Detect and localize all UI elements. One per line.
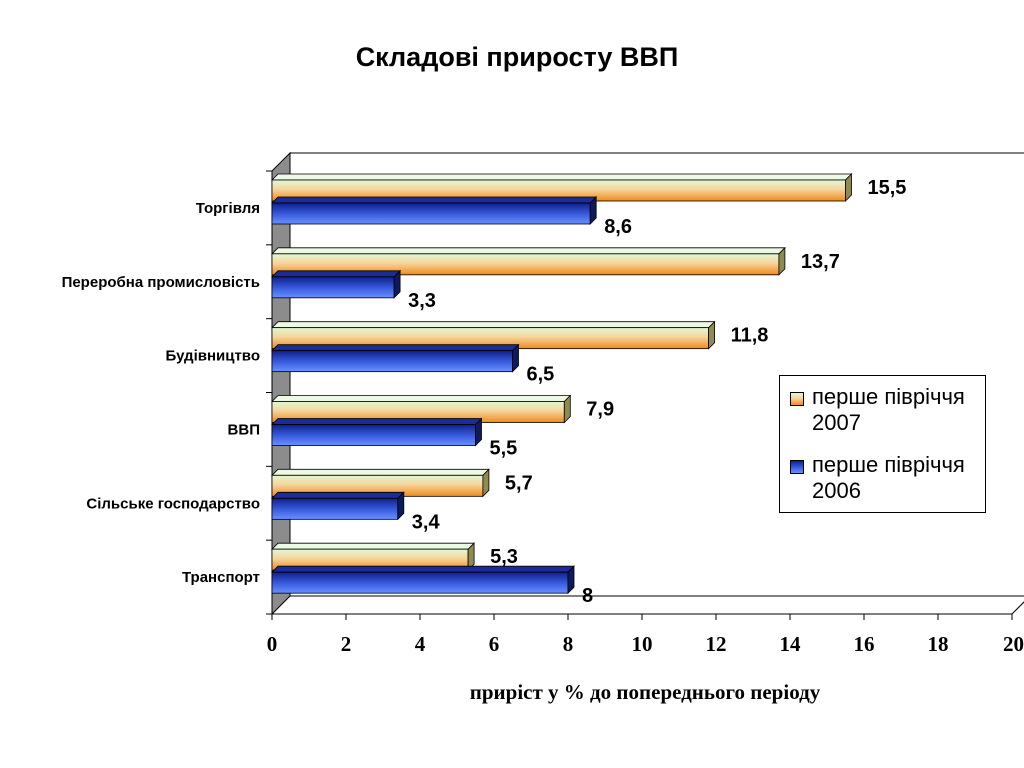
bar-end-s1 — [512, 343, 519, 373]
value-label-s1: 3,3 — [408, 290, 436, 312]
legend-label-2007: перше півріччя 2007 — [812, 384, 965, 435]
bar-s1 — [271, 276, 395, 299]
bar-top-s1 — [271, 270, 402, 278]
x-tick-label: 8 — [563, 632, 574, 656]
bar-top-s1 — [271, 196, 598, 204]
value-label-s1: 8,6 — [604, 216, 632, 238]
bar-s1 — [271, 350, 513, 373]
x-tick-label: 12 — [706, 632, 727, 656]
bar-s1 — [271, 202, 591, 225]
legend-swatch-2006 — [790, 460, 804, 474]
axis-ticks: 0 2 4 6 8 10 12 14 16 18 20 — [266, 170, 1024, 656]
bar-end-s1 — [397, 491, 405, 521]
value-label-s1: 5,5 — [490, 438, 518, 460]
legend-label-2006: перше півріччя 2006 — [812, 452, 965, 503]
bar-top-s0 — [271, 247, 786, 255]
chart-title: Складові приросту ВВП — [355, 42, 679, 72]
value-label-s0: 13,7 — [801, 251, 840, 273]
bar-s1 — [271, 497, 399, 520]
category-label: Переробна промисловість — [62, 274, 260, 291]
x-tick-label: 16 — [854, 632, 875, 656]
x-tick-label: 0 — [267, 632, 278, 656]
x-tick-label: 4 — [415, 632, 426, 656]
bar-end-s0 — [482, 468, 490, 498]
value-label-s0: 5,7 — [505, 472, 533, 494]
value-label-s0: 5,3 — [490, 546, 518, 568]
category-label: Будівництво — [166, 348, 261, 365]
bar-end-s1 — [475, 417, 482, 447]
legend-item-2006: перше півріччя 2006 — [790, 452, 982, 504]
bar-s1 — [271, 571, 569, 594]
bar-top-s0 — [271, 542, 476, 550]
bar-top-s1 — [271, 418, 483, 425]
bar-top-s0 — [271, 395, 572, 402]
category-label: Транспорт — [182, 569, 260, 586]
legend: перше півріччя 2007 перше півріччя 2006 — [779, 375, 986, 513]
bar-top-s0 — [271, 321, 716, 329]
x-tick-label: 2 — [341, 632, 352, 656]
bar-top-s1 — [271, 491, 405, 499]
value-label-s1: 3,4 — [412, 511, 441, 533]
bar-end-s0 — [467, 542, 475, 572]
bar-end-s0 — [845, 173, 852, 202]
x-tick-label: 20 — [1003, 632, 1024, 656]
legend-item-2007: перше півріччя 2007 — [790, 384, 982, 436]
category-label: Сільське господарство — [86, 495, 260, 512]
bars — [271, 173, 853, 595]
bar-top-s0 — [271, 173, 853, 181]
value-label-s1: 8 — [582, 585, 593, 607]
labels: Торгівля Переробна промисловість Будівницт… — [62, 177, 907, 607]
value-label-s1: 6,5 — [527, 364, 555, 386]
bar-top-s1 — [271, 344, 520, 352]
value-label-s0: 7,9 — [586, 399, 614, 421]
bar-end-s0 — [708, 320, 715, 350]
bar-end-s1 — [567, 565, 575, 595]
bar-end-s0 — [563, 394, 571, 424]
legend-swatch-2007 — [790, 392, 804, 406]
x-axis-title: приріст у % до попереднього періоду — [470, 680, 821, 704]
bar-top-s1 — [271, 565, 575, 573]
value-label-s0: 15,5 — [868, 177, 907, 199]
bar-end-s0 — [778, 246, 786, 276]
bar-s1 — [271, 424, 476, 446]
x-tick-label: 18 — [928, 632, 949, 656]
bar-end-s1 — [393, 269, 401, 299]
x-tick-label: 10 — [632, 632, 653, 656]
value-label-s0: 11,8 — [731, 325, 769, 347]
floor-right-edge — [1011, 601, 1024, 615]
category-label: Торгівля — [196, 200, 260, 217]
x-tick-label: 14 — [780, 632, 802, 656]
bar-top-s0 — [271, 468, 490, 476]
category-label: ВВП — [228, 421, 260, 438]
bar-end-s1 — [589, 196, 597, 225]
x-tick-label: 6 — [489, 632, 500, 656]
